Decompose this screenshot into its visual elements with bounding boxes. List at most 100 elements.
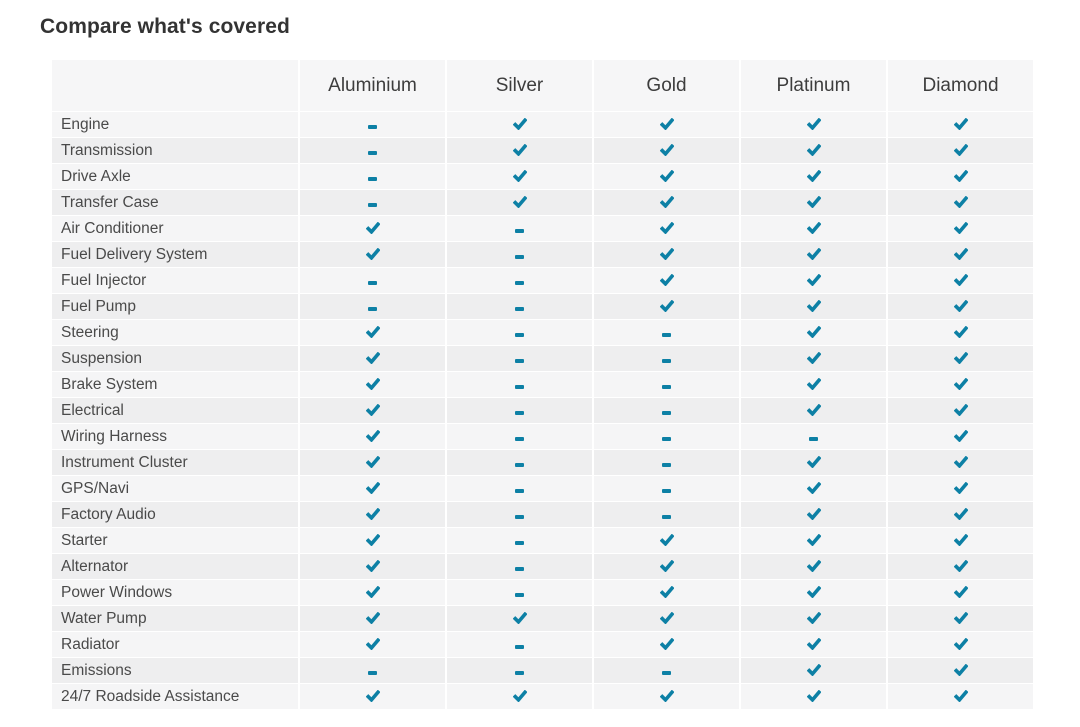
- row-label: Steering: [52, 320, 298, 345]
- table-row: Factory Audio: [52, 502, 1033, 527]
- coverage-cell: [300, 476, 445, 501]
- table-row: Fuel Pump: [52, 294, 1033, 319]
- check-icon: [659, 144, 674, 157]
- check-icon: [806, 222, 821, 235]
- check-icon: [659, 170, 674, 183]
- dash-icon: [662, 333, 671, 338]
- check-icon: [659, 300, 674, 313]
- check-icon: [806, 664, 821, 677]
- check-icon: [512, 170, 527, 183]
- coverage-cell: [888, 190, 1033, 215]
- check-icon: [512, 196, 527, 209]
- table-header: Aluminium Silver Gold Platinum Diamond: [52, 60, 1033, 111]
- coverage-cell: [300, 216, 445, 241]
- coverage-cell: [594, 632, 739, 657]
- coverage-cell: [447, 216, 592, 241]
- table-row: Suspension: [52, 346, 1033, 371]
- coverage-cell: [888, 164, 1033, 189]
- dash-icon: [515, 411, 524, 416]
- coverage-cell: [888, 554, 1033, 579]
- coverage-cell: [447, 190, 592, 215]
- dash-icon: [662, 411, 671, 416]
- check-icon: [806, 560, 821, 573]
- row-label: Air Conditioner: [52, 216, 298, 241]
- coverage-cell: [888, 684, 1033, 709]
- coverage-cell: [300, 372, 445, 397]
- coverage-cell: [888, 528, 1033, 553]
- dash-icon: [515, 463, 524, 468]
- coverage-cell: [594, 320, 739, 345]
- check-icon: [659, 118, 674, 131]
- table-row: Emissions: [52, 658, 1033, 683]
- coverage-cell: [594, 372, 739, 397]
- check-icon: [659, 690, 674, 703]
- coverage-cell: [447, 580, 592, 605]
- coverage-cell: [447, 294, 592, 319]
- coverage-cell: [888, 112, 1033, 137]
- coverage-cell: [741, 398, 886, 423]
- table-row: Instrument Cluster: [52, 450, 1033, 475]
- check-icon: [806, 586, 821, 599]
- coverage-cell: [594, 268, 739, 293]
- table-row: Air Conditioner: [52, 216, 1033, 241]
- coverage-cell: [594, 528, 739, 553]
- row-label: Emissions: [52, 658, 298, 683]
- dash-icon: [515, 281, 524, 286]
- table-row: Wiring Harness: [52, 424, 1033, 449]
- coverage-cell: [447, 658, 592, 683]
- coverage-cell: [447, 684, 592, 709]
- dash-icon: [368, 307, 377, 312]
- coverage-cell: [594, 502, 739, 527]
- dash-icon: [515, 229, 524, 234]
- coverage-cell: [741, 528, 886, 553]
- coverage-cell: [447, 268, 592, 293]
- table-row: Electrical: [52, 398, 1033, 423]
- coverage-cell: [300, 112, 445, 137]
- coverage-cell: [888, 424, 1033, 449]
- row-label: Radiator: [52, 632, 298, 657]
- row-label: Fuel Injector: [52, 268, 298, 293]
- dash-icon: [662, 437, 671, 442]
- dash-icon: [368, 177, 377, 182]
- dash-icon: [809, 437, 818, 442]
- coverage-cell: [447, 372, 592, 397]
- coverage-comparison-table: Aluminium Silver Gold Platinum Diamond Engin…: [50, 59, 1035, 710]
- coverage-cell: [741, 554, 886, 579]
- check-icon: [806, 326, 821, 339]
- coverage-cell: [888, 294, 1033, 319]
- check-icon: [365, 326, 380, 339]
- row-label: Water Pump: [52, 606, 298, 631]
- page-title: Compare what's covered: [40, 15, 290, 38]
- coverage-cell: [741, 190, 886, 215]
- dash-icon: [515, 593, 524, 598]
- dash-icon: [515, 333, 524, 338]
- row-label: GPS/Navi: [52, 476, 298, 501]
- coverage-cell: [447, 424, 592, 449]
- coverage-cell: [888, 346, 1033, 371]
- coverage-cell: [300, 528, 445, 553]
- coverage-cell: [741, 320, 886, 345]
- coverage-cell: [741, 112, 886, 137]
- table-row: Starter: [52, 528, 1033, 553]
- row-label: Drive Axle: [52, 164, 298, 189]
- check-icon: [806, 534, 821, 547]
- coverage-cell: [594, 554, 739, 579]
- check-icon: [365, 508, 380, 521]
- dash-icon: [515, 515, 524, 520]
- check-icon: [806, 482, 821, 495]
- coverage-cell: [447, 138, 592, 163]
- column-header-silver: Silver: [447, 60, 592, 111]
- row-label: Starter: [52, 528, 298, 553]
- coverage-cell: [888, 632, 1033, 657]
- check-icon: [806, 352, 821, 365]
- coverage-cell: [594, 684, 739, 709]
- table-row: Engine: [52, 112, 1033, 137]
- check-icon: [953, 690, 968, 703]
- check-icon: [953, 300, 968, 313]
- check-icon: [365, 638, 380, 651]
- coverage-cell: [300, 242, 445, 267]
- check-icon: [806, 196, 821, 209]
- table-body: Engine Transmission Drive Axle Transfer Cas…: [52, 112, 1033, 709]
- row-label: 24/7 Roadside Assistance: [52, 684, 298, 709]
- coverage-cell: [300, 190, 445, 215]
